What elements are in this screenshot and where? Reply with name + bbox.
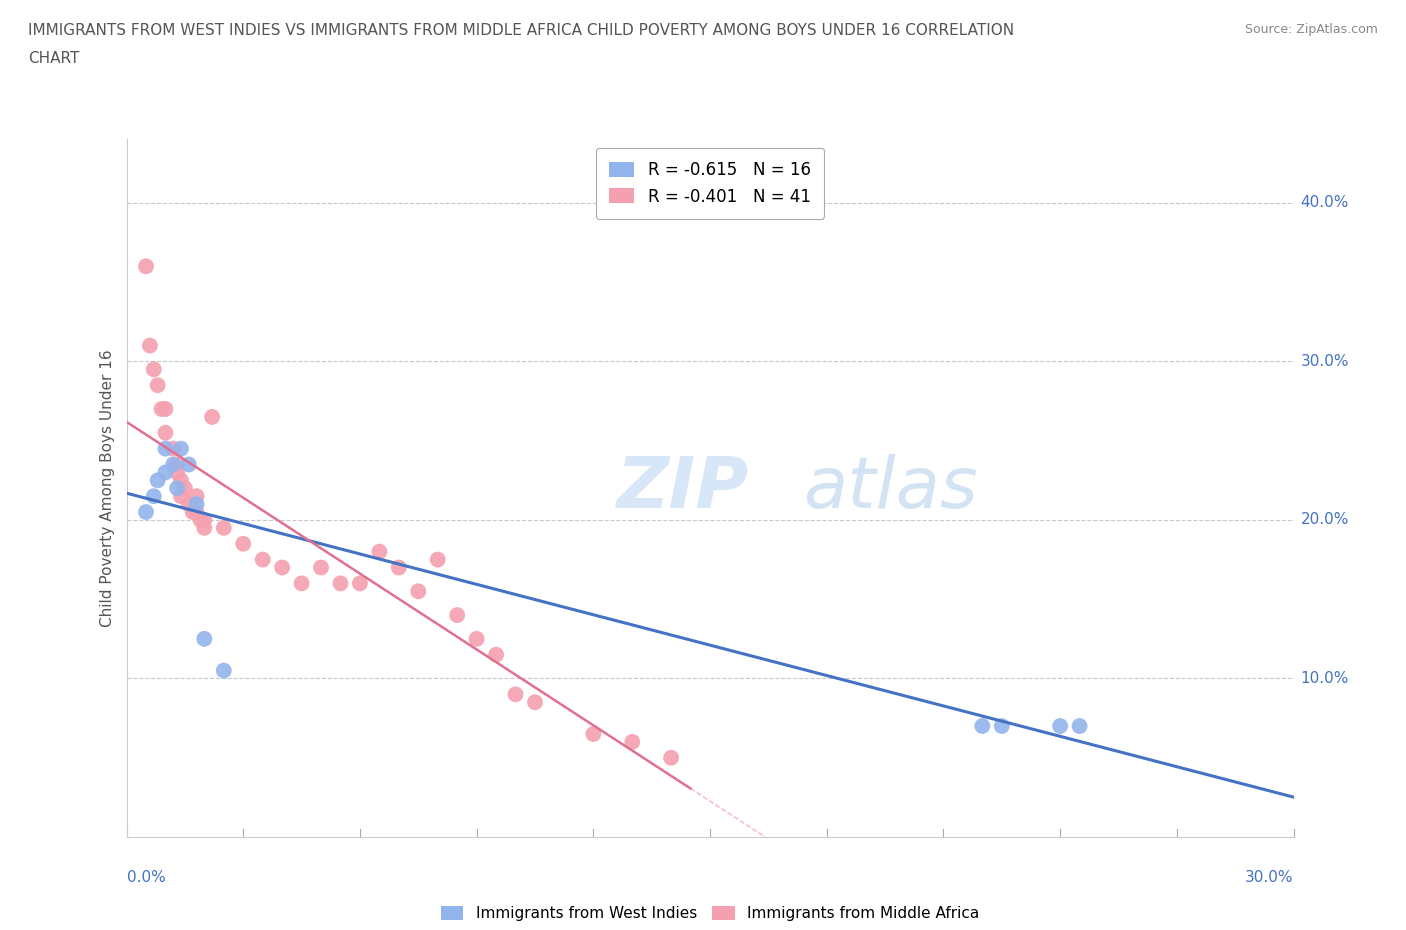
Point: [621, 735, 644, 750]
Point: [212, 521, 235, 536]
Point: [349, 576, 371, 591]
Point: [177, 457, 200, 472]
Point: [162, 441, 184, 456]
Point: [181, 505, 204, 520]
Point: [186, 497, 208, 512]
Point: [177, 497, 200, 512]
Point: [146, 378, 169, 392]
Point: [523, 695, 546, 710]
Point: [139, 339, 162, 353]
Point: [193, 631, 215, 646]
Point: [972, 719, 994, 734]
Point: [190, 512, 212, 527]
Point: [1049, 719, 1071, 734]
Text: IMMIGRANTS FROM WEST INDIES VS IMMIGRANTS FROM MIDDLE AFRICA CHILD POVERTY AMONG: IMMIGRANTS FROM WEST INDIES VS IMMIGRANT…: [28, 23, 1014, 38]
Point: [201, 409, 224, 424]
Y-axis label: Child Poverty Among Boys Under 16: Child Poverty Among Boys Under 16: [100, 350, 115, 627]
Point: [388, 560, 411, 575]
Point: [232, 537, 254, 551]
Text: ZIP: ZIP: [617, 454, 749, 523]
Point: [186, 505, 208, 520]
Point: [426, 552, 449, 567]
Text: 30.0%: 30.0%: [1246, 870, 1294, 884]
Point: [146, 472, 169, 487]
Point: [271, 560, 294, 575]
Point: [368, 544, 391, 559]
Point: [155, 425, 177, 440]
Point: [309, 560, 332, 575]
Point: [174, 481, 197, 496]
Point: [212, 663, 235, 678]
Point: [135, 505, 157, 520]
Point: [290, 576, 312, 591]
Point: [186, 489, 208, 504]
Point: [142, 362, 165, 377]
Point: [659, 751, 682, 765]
Text: 10.0%: 10.0%: [1301, 671, 1348, 686]
Point: [166, 465, 188, 480]
Point: [465, 631, 488, 646]
Point: [155, 441, 177, 456]
Point: [408, 584, 430, 599]
Point: [135, 259, 157, 273]
Point: [252, 552, 274, 567]
Point: [142, 489, 165, 504]
Point: [329, 576, 352, 591]
Point: [446, 607, 468, 622]
Point: [170, 472, 193, 487]
Point: [582, 726, 605, 741]
Text: Source: ZipAtlas.com: Source: ZipAtlas.com: [1244, 23, 1378, 36]
Point: [193, 512, 215, 527]
Text: 30.0%: 30.0%: [1301, 354, 1348, 369]
Point: [170, 441, 193, 456]
Text: CHART: CHART: [28, 51, 80, 66]
Point: [155, 402, 177, 417]
Point: [155, 465, 177, 480]
Point: [505, 687, 527, 702]
Point: [485, 647, 508, 662]
Point: [193, 521, 215, 536]
Point: [170, 489, 193, 504]
Text: 40.0%: 40.0%: [1301, 195, 1348, 210]
Point: [1069, 719, 1091, 734]
Point: [162, 457, 184, 472]
Legend: Immigrants from West Indies, Immigrants from Middle Africa: Immigrants from West Indies, Immigrants …: [434, 899, 986, 927]
Point: [166, 481, 188, 496]
Text: atlas: atlas: [803, 454, 979, 523]
Point: [150, 402, 173, 417]
Text: 0.0%: 0.0%: [127, 870, 166, 884]
Point: [990, 719, 1012, 734]
Text: 20.0%: 20.0%: [1301, 512, 1348, 527]
Point: [166, 457, 188, 472]
